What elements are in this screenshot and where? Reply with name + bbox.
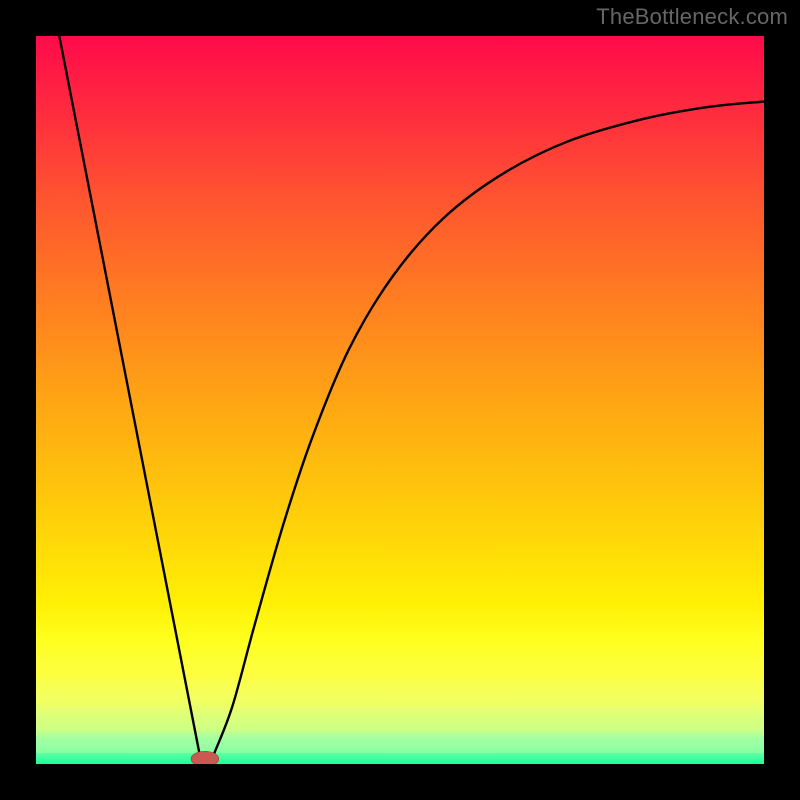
gradient-band-3 — [36, 739, 764, 754]
chart-frame: TheBottleneck.com — [0, 0, 800, 800]
bottleneck-plot — [36, 36, 764, 764]
valley-marker — [191, 751, 219, 764]
gradient-background — [36, 36, 764, 764]
gradient-band-0 — [36, 662, 764, 678]
watermark-text: TheBottleneck.com — [596, 4, 788, 30]
gradient-band-2 — [36, 717, 764, 732]
gradient-band-1 — [36, 691, 764, 706]
